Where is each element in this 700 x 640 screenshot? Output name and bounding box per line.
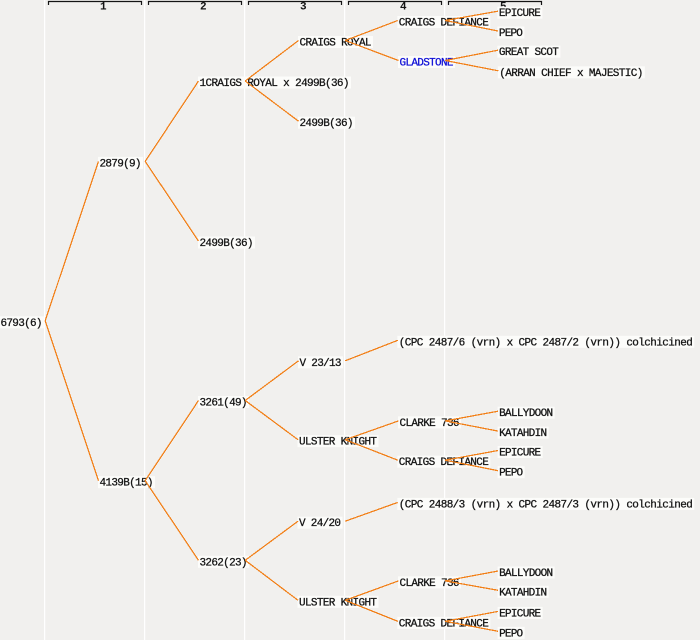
svg-text:CLARKE 736: CLARKE 736 <box>400 418 460 430</box>
svg-text:(CPC 2487/6 (vrn) x CPC 2487/2: (CPC 2487/6 (vrn) x CPC 2487/2 (vrn)) co… <box>399 337 693 349</box>
svg-text:(ARRAN CHIEF x MAJESTIC): (ARRAN CHIEF x MAJESTIC) <box>499 68 643 80</box>
svg-text:ULSTER KNIGHT: ULSTER KNIGHT <box>299 597 377 609</box>
svg-text:4139B(15): 4139B(15) <box>100 478 154 490</box>
svg-text:CLARKE 736: CLARKE 736 <box>400 578 460 590</box>
svg-text:PEPO: PEPO <box>499 628 523 640</box>
svg-text:V 24/20: V 24/20 <box>299 518 341 530</box>
svg-text:CRAIGS DEFIANCE: CRAIGS DEFIANCE <box>399 457 489 469</box>
svg-text:4: 4 <box>400 1 407 13</box>
svg-text:KATAHDIN: KATAHDIN <box>499 428 547 440</box>
svg-text:(CPC 2488/3 (vrn) x CPC 2487/3: (CPC 2488/3 (vrn) x CPC 2487/3 (vrn)) co… <box>399 499 693 511</box>
svg-text:BALLYDOON: BALLYDOON <box>499 568 553 580</box>
svg-text:3261(49): 3261(49) <box>200 398 248 410</box>
svg-text:6793(6): 6793(6) <box>1 318 43 330</box>
svg-text:CRAIGS DEFIANCE: CRAIGS DEFIANCE <box>399 618 489 630</box>
svg-text:EPICURE: EPICURE <box>499 448 541 460</box>
svg-text:CRAIGS DEFIANCE: CRAIGS DEFIANCE <box>399 18 489 30</box>
svg-text:ULSTER KNIGHT: ULSTER KNIGHT <box>299 437 377 449</box>
svg-text:V 23/13: V 23/13 <box>300 358 342 370</box>
svg-text:EPICURE: EPICURE <box>499 608 541 620</box>
svg-text:KATAHDIN: KATAHDIN <box>499 587 547 599</box>
svg-text:1: 1 <box>100 1 107 13</box>
svg-text:CRAIGS ROYAL: CRAIGS ROYAL <box>300 38 372 50</box>
svg-text:2879(9): 2879(9) <box>100 158 142 170</box>
svg-text:3262(23): 3262(23) <box>200 557 248 569</box>
svg-text:GREAT SCOT: GREAT SCOT <box>499 47 559 59</box>
svg-text:2499B(36): 2499B(36) <box>200 238 254 250</box>
svg-text:2: 2 <box>200 1 207 13</box>
svg-text:PEPO: PEPO <box>499 468 523 480</box>
svg-text:PEPO: PEPO <box>499 28 523 40</box>
svg-text:2499B(36): 2499B(36) <box>300 118 354 130</box>
svg-text:GLADSTONE: GLADSTONE <box>400 58 454 70</box>
svg-text:EPICURE: EPICURE <box>499 8 541 20</box>
svg-text:3: 3 <box>300 1 307 13</box>
svg-text:1CRAIGS ROYAL x 2499B(36): 1CRAIGS ROYAL x 2499B(36) <box>200 78 350 90</box>
svg-text:BALLYDOON: BALLYDOON <box>499 408 553 420</box>
